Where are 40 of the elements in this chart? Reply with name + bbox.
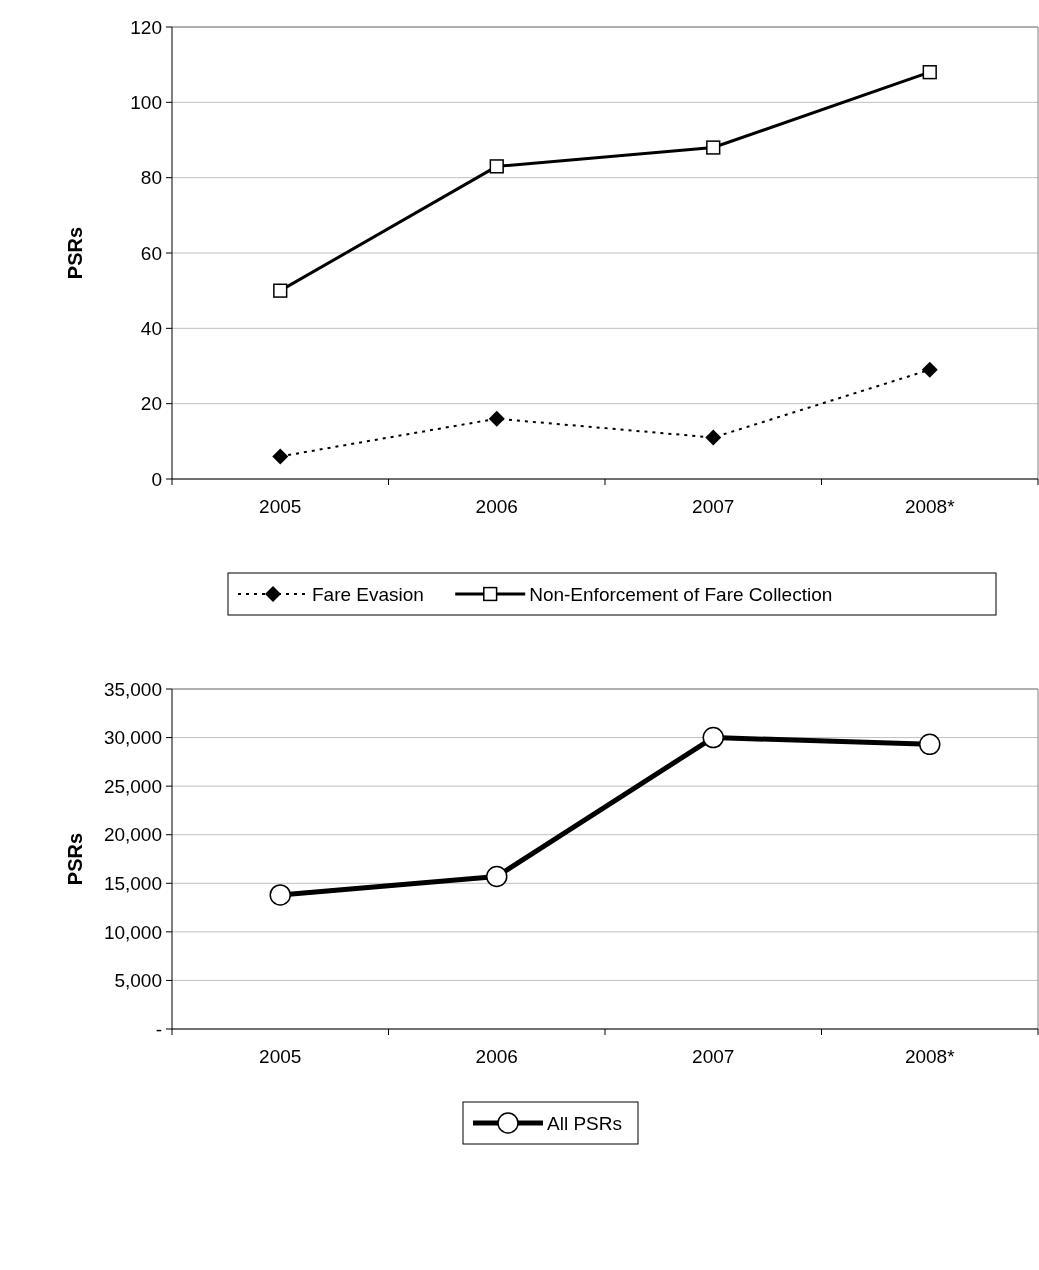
y-tick-label: 10,000 <box>103 921 162 943</box>
y-tick-label: 80 <box>140 167 162 189</box>
point <box>919 733 941 756</box>
y-tick-label: 20 <box>140 393 162 415</box>
y-tick-label: 35,000 <box>103 678 162 700</box>
point <box>921 361 938 378</box>
point <box>269 884 291 906</box>
point <box>705 429 722 446</box>
y-axis-title: PSRs <box>64 832 86 886</box>
legend-label: Fare Evasion <box>312 583 424 605</box>
point <box>489 159 504 174</box>
legend-label: Non-Enforcement of Fare Collection <box>529 583 833 605</box>
y-tick-label: 20,000 <box>103 824 162 846</box>
point <box>273 283 288 298</box>
y-tick-label: 40 <box>140 317 162 339</box>
y-tick-label: 5,000 <box>114 970 162 992</box>
point <box>488 410 505 427</box>
y-tick-label: 120 <box>130 16 162 38</box>
y-tick-label: 25,000 <box>103 775 162 797</box>
x-tick-label: 2007 <box>692 1046 735 1067</box>
point <box>272 448 289 465</box>
y-tick-label: 60 <box>140 242 162 264</box>
x-tick-label: 2008* <box>904 496 956 517</box>
y-tick-label: 100 <box>130 91 162 113</box>
x-tick-label: 2005 <box>259 496 302 517</box>
point <box>706 140 721 155</box>
y-tick-label: - <box>155 1018 162 1040</box>
x-tick-label: 2006 <box>475 496 518 517</box>
point <box>922 65 937 80</box>
y-axis-title: PSRs <box>64 226 86 280</box>
x-tick-label: 2006 <box>475 1046 518 1067</box>
x-tick-label: 2005 <box>259 1046 302 1067</box>
legend-label: All PSRs <box>547 1112 622 1134</box>
x-tick-label: 2008* <box>904 1046 956 1067</box>
point <box>702 726 724 749</box>
y-tick-label: 0 <box>151 468 162 490</box>
y-tick-label: 15,000 <box>103 872 162 894</box>
y-tick-label: 30,000 <box>103 727 162 749</box>
x-tick-label: 2007 <box>692 496 735 517</box>
point <box>486 865 508 888</box>
